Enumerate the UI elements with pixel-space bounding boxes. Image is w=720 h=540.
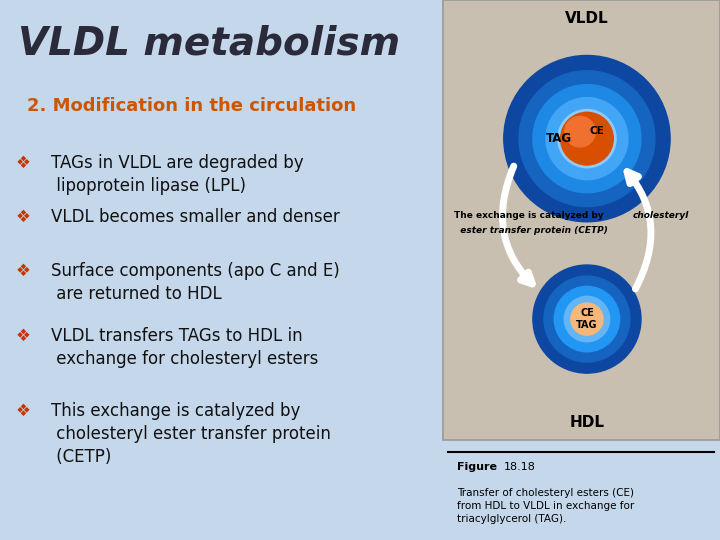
Text: The exchange is catalyzed by: The exchange is catalyzed by [454, 211, 607, 220]
Ellipse shape [519, 71, 655, 206]
Ellipse shape [504, 56, 670, 222]
Text: ❖: ❖ [16, 208, 30, 226]
Text: VLDL becomes smaller and denser: VLDL becomes smaller and denser [51, 208, 340, 226]
Text: VLDL: VLDL [565, 11, 608, 26]
Ellipse shape [546, 98, 628, 180]
FancyArrowPatch shape [503, 166, 532, 284]
Text: Surface components (apo C and E)
 are returned to HDL: Surface components (apo C and E) are ret… [51, 262, 340, 303]
Text: TAG: TAG [546, 132, 572, 145]
Text: Figure: Figure [456, 462, 500, 472]
Text: CE: CE [580, 308, 594, 318]
Text: VLDL metabolism: VLDL metabolism [18, 24, 400, 62]
Ellipse shape [561, 112, 613, 165]
Text: cholesteryl: cholesteryl [633, 211, 689, 220]
Text: 2. Modification in the circulation: 2. Modification in the circulation [27, 97, 356, 115]
Text: TAGs in VLDL are degraded by
 lipoprotein lipase (LPL): TAGs in VLDL are degraded by lipoprotein… [51, 154, 304, 195]
Ellipse shape [571, 303, 603, 335]
Text: ❖: ❖ [16, 402, 30, 420]
Ellipse shape [564, 117, 595, 147]
FancyArrowPatch shape [627, 172, 651, 289]
Ellipse shape [564, 296, 610, 342]
Text: ❖: ❖ [16, 262, 30, 280]
Text: 18.18: 18.18 [504, 462, 536, 472]
Text: ❖: ❖ [16, 154, 30, 172]
Text: This exchange is catalyzed by
 cholesteryl ester transfer protein
 (CETP): This exchange is catalyzed by cholestery… [51, 402, 330, 466]
Ellipse shape [554, 286, 620, 352]
Text: VLDL transfers TAGs to HDL in
 exchange for cholesteryl esters: VLDL transfers TAGs to HDL in exchange f… [51, 327, 318, 368]
Text: Transfer of cholesteryl esters (CE)
from HDL to VLDL in exchange for
triacylglyc: Transfer of cholesteryl esters (CE) from… [456, 488, 634, 524]
Text: TAG: TAG [576, 320, 598, 330]
Ellipse shape [558, 110, 616, 168]
Text: ester transfer protein (CETP): ester transfer protein (CETP) [454, 226, 608, 235]
Ellipse shape [533, 265, 641, 373]
Text: CE: CE [590, 126, 605, 136]
Ellipse shape [544, 276, 630, 362]
Ellipse shape [533, 85, 641, 193]
Text: HDL: HDL [570, 415, 605, 430]
Text: ❖: ❖ [16, 327, 30, 345]
